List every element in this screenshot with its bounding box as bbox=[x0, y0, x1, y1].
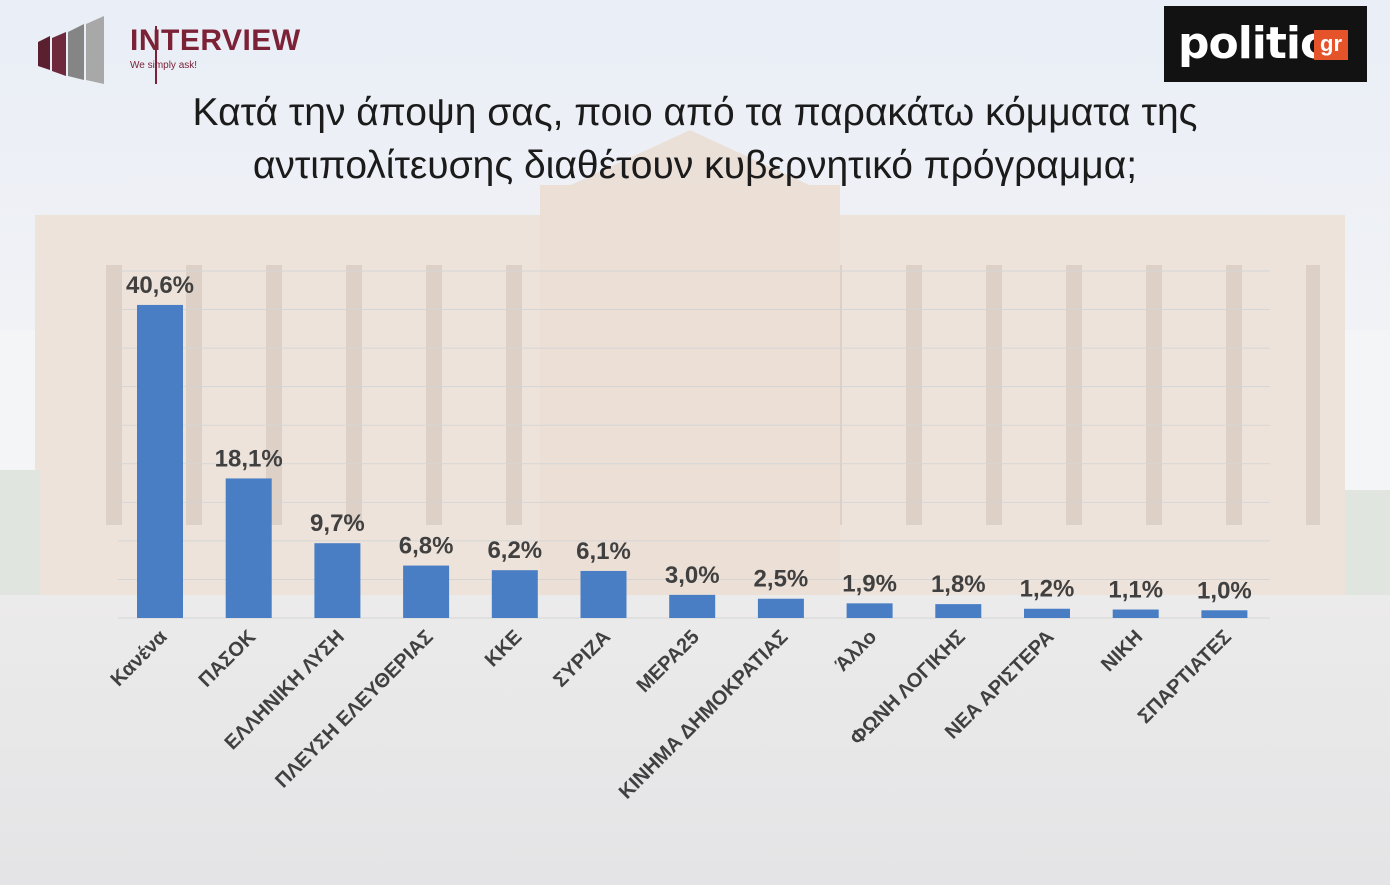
category-label: ΣΥΡΙΖΑ bbox=[549, 626, 615, 692]
bar bbox=[1201, 610, 1248, 618]
value-label: 9,7% bbox=[310, 510, 365, 537]
category-label: ΠΑΣΟΚ bbox=[195, 626, 261, 692]
value-label: 3,0% bbox=[665, 562, 720, 589]
politic-logo-suffix: gr bbox=[1314, 30, 1348, 60]
value-label: 18,1% bbox=[215, 445, 283, 472]
category-label: ΚΙΝΗΜΑ ΔΗΜΟΚΡΑΤΙΑΣ bbox=[615, 626, 793, 804]
bar bbox=[757, 598, 804, 618]
interview-logo-text: INTERVIEW bbox=[130, 24, 301, 57]
bar bbox=[846, 603, 893, 618]
category-label: Άλλο bbox=[831, 626, 881, 676]
bar bbox=[1024, 608, 1070, 618]
politic-logo: politic gr bbox=[1164, 6, 1367, 82]
politic-logo-text: politic bbox=[1178, 18, 1326, 69]
category-label: ΚΚΕ bbox=[481, 626, 526, 671]
category-label: ΠΛΕΥΣΗ ΕΛΕΥΘΕΡΙΑΣ bbox=[271, 626, 437, 792]
category-label: ΜΕΡΑ25 bbox=[633, 626, 704, 697]
value-label: 6,8% bbox=[399, 533, 454, 560]
category-label: ΝΙΚΗ bbox=[1097, 626, 1147, 676]
value-label: 40,6% bbox=[126, 272, 194, 299]
bar bbox=[669, 594, 716, 618]
category-label: Κανένα bbox=[107, 625, 172, 690]
interview-logo: INTERVIEW We simply ask! bbox=[38, 14, 338, 86]
value-labels: 40,6% 18,1% 9,7% 6,8% 6,2% 6,1% 3,0% 2,5% 1,9% 1,… bbox=[126, 272, 1252, 604]
bar bbox=[137, 304, 183, 618]
value-label: 6,2% bbox=[487, 537, 542, 564]
category-label: ΣΠΑΡΤΙΑΤΕΣ bbox=[1134, 626, 1236, 728]
bar bbox=[580, 570, 627, 618]
chart-title: Κατά την άποψη σας, ποιο από τα παρακάτω… bbox=[192, 91, 1198, 187]
bar bbox=[1112, 609, 1159, 618]
value-label: 1,0% bbox=[1197, 577, 1252, 604]
value-label: 1,8% bbox=[931, 571, 986, 598]
bar bbox=[225, 478, 272, 618]
value-label: 2,5% bbox=[754, 566, 809, 593]
interview-bars-icon bbox=[38, 16, 104, 84]
gridlines bbox=[118, 270, 1270, 619]
bar bbox=[491, 570, 538, 618]
value-label: 1,9% bbox=[842, 570, 897, 597]
bar bbox=[314, 543, 361, 618]
bars bbox=[137, 304, 1248, 618]
bar bbox=[935, 604, 982, 618]
value-label: 6,1% bbox=[576, 538, 631, 565]
value-label: 1,2% bbox=[1020, 576, 1075, 603]
interview-tagline: We simply ask! bbox=[130, 60, 198, 71]
bar bbox=[403, 565, 450, 618]
value-label: 1,1% bbox=[1108, 577, 1163, 604]
